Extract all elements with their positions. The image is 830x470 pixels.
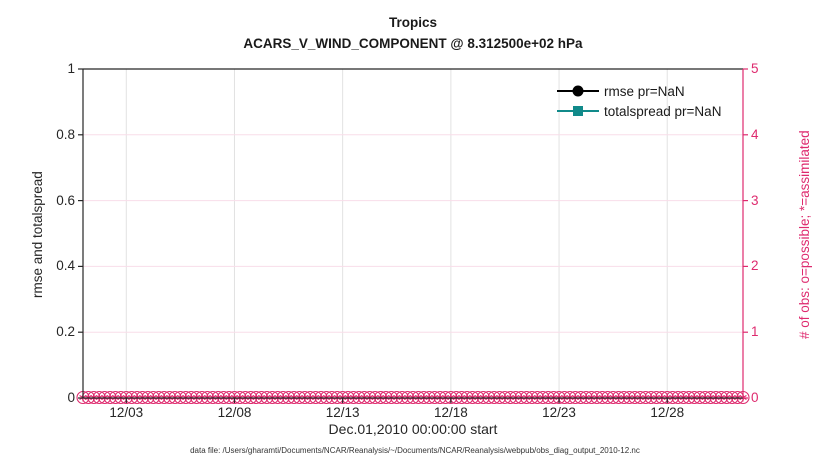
legend: rmse pr=NaN totalspread pr=NaN	[556, 81, 721, 121]
plot-title: Tropics	[388, 15, 437, 30]
x-axis-label: Dec.01,2010 00:00:00 start	[328, 421, 498, 437]
y-left-tick-label: 0	[67, 390, 75, 405]
y-left-tick-label: 0.2	[56, 324, 75, 340]
legend-item: rmse pr=NaN	[556, 81, 721, 101]
x-tick-label: 12/18	[433, 405, 468, 420]
title-block: Tropics ACARS_V_WIND_COMPONENT @ 8.31250…	[83, 13, 743, 55]
plot-subtitle: ACARS_V_WIND_COMPONENT @ 8.312500e+02 hP…	[243, 35, 583, 51]
x-tick-label: 12/13	[325, 405, 360, 420]
legend-item-label: totalspread pr=NaN	[604, 103, 722, 119]
legend-marker-rmse-icon	[557, 85, 599, 97]
y-left-tick-label: 0.8	[56, 126, 75, 142]
y-left-tick-label: 0.4	[56, 258, 75, 274]
legend-item-label: rmse pr=NaN	[604, 83, 685, 99]
y-left-tick-label: 1	[67, 61, 75, 76]
datafile-footer: data file: /Users/gharamti/Documents/NCA…	[190, 446, 640, 455]
y-right-tick-label: 5	[751, 61, 759, 76]
x-tick-label: 12/23	[542, 405, 576, 420]
y-right-axis-label: # of obs: o=possible; *=assimilated	[797, 130, 812, 340]
y-right-tick-label: 2	[751, 258, 759, 274]
y-left-tick-label: 0.6	[56, 192, 75, 208]
y-right-tick-label: 1	[751, 324, 759, 340]
legend-item: totalspread pr=NaN	[556, 101, 721, 121]
y-right-tick-label: 3	[751, 192, 759, 208]
x-tick-label: 12/28	[650, 405, 685, 420]
x-tick-label: 12/08	[217, 405, 252, 420]
y-right-tick-label: 4	[751, 126, 759, 142]
y-right-tick-label: 0	[751, 390, 759, 405]
x-tick-label: 12/03	[109, 405, 144, 420]
y-left-axis-label: rmse and totalspread	[30, 171, 45, 299]
legend-marker-totalspread-icon	[557, 106, 599, 116]
